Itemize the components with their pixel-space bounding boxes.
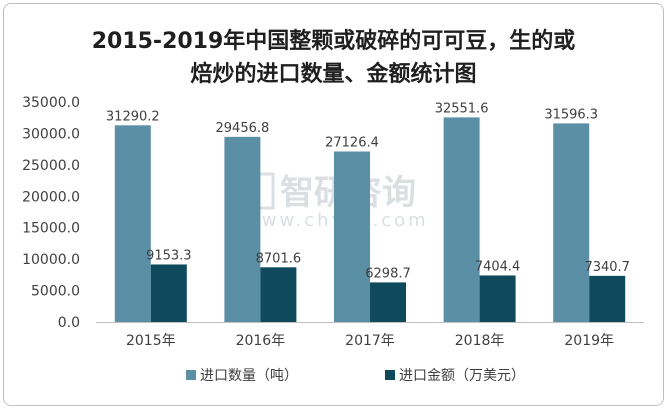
chart-title-line-2: 焙炒的进口数量、金额统计图 bbox=[190, 62, 477, 87]
quantity-bar bbox=[114, 125, 151, 322]
amount-bar bbox=[150, 264, 187, 322]
x-tick-label: 2015年 bbox=[126, 333, 176, 349]
y-tick-label: 5000.0 bbox=[31, 284, 80, 300]
amount-bar bbox=[260, 267, 297, 322]
x-tick-label: 2016年 bbox=[236, 333, 286, 349]
legend-label-quantity: 进口数量（吨） bbox=[200, 368, 298, 384]
x-tick-label: 2017年 bbox=[345, 333, 395, 349]
amount-data-label: 7340.7 bbox=[584, 260, 630, 275]
quantity-data-label: 32551.6 bbox=[435, 101, 489, 116]
quantity-data-label: 27126.4 bbox=[325, 135, 379, 150]
amount-data-label: 8701.6 bbox=[256, 251, 302, 266]
legend-label-amount: 进口金额（万美元） bbox=[399, 368, 525, 384]
y-tick-label: 30000.0 bbox=[22, 126, 80, 142]
amount-data-label: 6298.7 bbox=[365, 266, 411, 281]
quantity-bar bbox=[224, 136, 261, 322]
x-tick-label: 2019年 bbox=[564, 333, 614, 349]
y-tick-label: 10000.0 bbox=[22, 252, 80, 268]
quantity-bar bbox=[334, 151, 370, 322]
y-tick-label: 25000.0 bbox=[22, 158, 80, 174]
quantity-bar bbox=[443, 117, 480, 322]
chart-title-line-1: 2015-2019年中国整颗或破碎的可可豆，生的或 bbox=[91, 29, 576, 54]
quantity-data-label: 29456.8 bbox=[216, 121, 270, 136]
y-tick-label: 35000.0 bbox=[22, 95, 80, 111]
quantity-data-label: 31290.2 bbox=[106, 109, 160, 124]
legend-swatch-amount bbox=[385, 370, 395, 380]
y-tick-label: 20000.0 bbox=[22, 189, 80, 205]
quantity-bar bbox=[553, 123, 590, 322]
amount-data-label: 7404.4 bbox=[475, 259, 521, 274]
quantity-data-label: 31596.3 bbox=[544, 107, 598, 122]
y-tick-label: 15000.0 bbox=[22, 221, 80, 237]
amount-bar bbox=[479, 275, 516, 322]
y-tick-label: 0.0 bbox=[58, 315, 80, 331]
amount-data-label: 9153.3 bbox=[146, 248, 192, 263]
amount-bar bbox=[370, 282, 406, 322]
x-tick-label: 2018年 bbox=[455, 333, 505, 349]
legend-swatch-quantity bbox=[186, 370, 196, 380]
amount-bar bbox=[589, 275, 626, 322]
